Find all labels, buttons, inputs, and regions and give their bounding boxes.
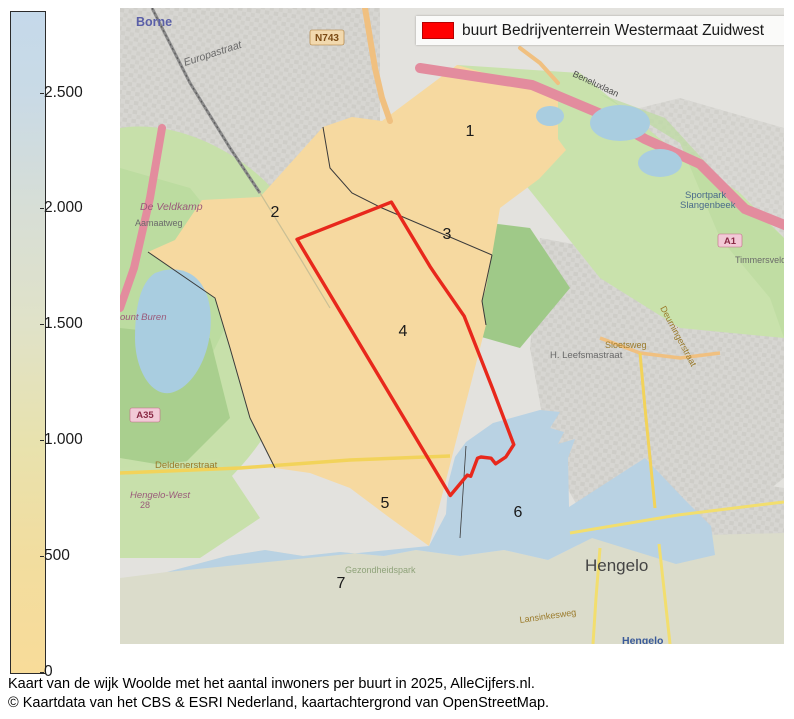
svg-text:Borne: Borne bbox=[136, 15, 172, 29]
svg-text:Aamaatweg: Aamaatweg bbox=[135, 218, 183, 228]
svg-text:Deldenerstraat: Deldenerstraat bbox=[155, 460, 218, 471]
svg-text:Hengelo: Hengelo bbox=[585, 556, 648, 575]
svg-text:A1: A1 bbox=[724, 236, 737, 247]
svg-text:Sloetsweg: Sloetsweg bbox=[605, 340, 647, 350]
svg-text:Timmersveld: Timmersveld bbox=[735, 255, 784, 265]
svg-text:3: 3 bbox=[443, 226, 452, 243]
svg-text:Gezondheidspark: Gezondheidspark bbox=[345, 565, 416, 575]
svg-text:28: 28 bbox=[140, 500, 150, 510]
svg-text:H. Leefsmastraat: H. Leefsmastraat bbox=[550, 350, 623, 361]
svg-text:6: 6 bbox=[514, 504, 523, 521]
svg-text:1: 1 bbox=[466, 123, 475, 140]
svg-text:ount Buren: ount Buren bbox=[120, 312, 166, 323]
svg-text:Slangenbeek: Slangenbeek bbox=[680, 200, 736, 211]
svg-text:2: 2 bbox=[271, 204, 280, 221]
svg-text:Hengelo: Hengelo bbox=[622, 635, 663, 644]
svg-text:A35: A35 bbox=[136, 410, 154, 421]
svg-text:4: 4 bbox=[399, 323, 408, 340]
svg-text:7: 7 bbox=[337, 575, 346, 592]
svg-text:N743: N743 bbox=[315, 33, 339, 44]
svg-text:5: 5 bbox=[381, 495, 390, 512]
svg-text:De Veldkamp: De Veldkamp bbox=[140, 201, 203, 213]
